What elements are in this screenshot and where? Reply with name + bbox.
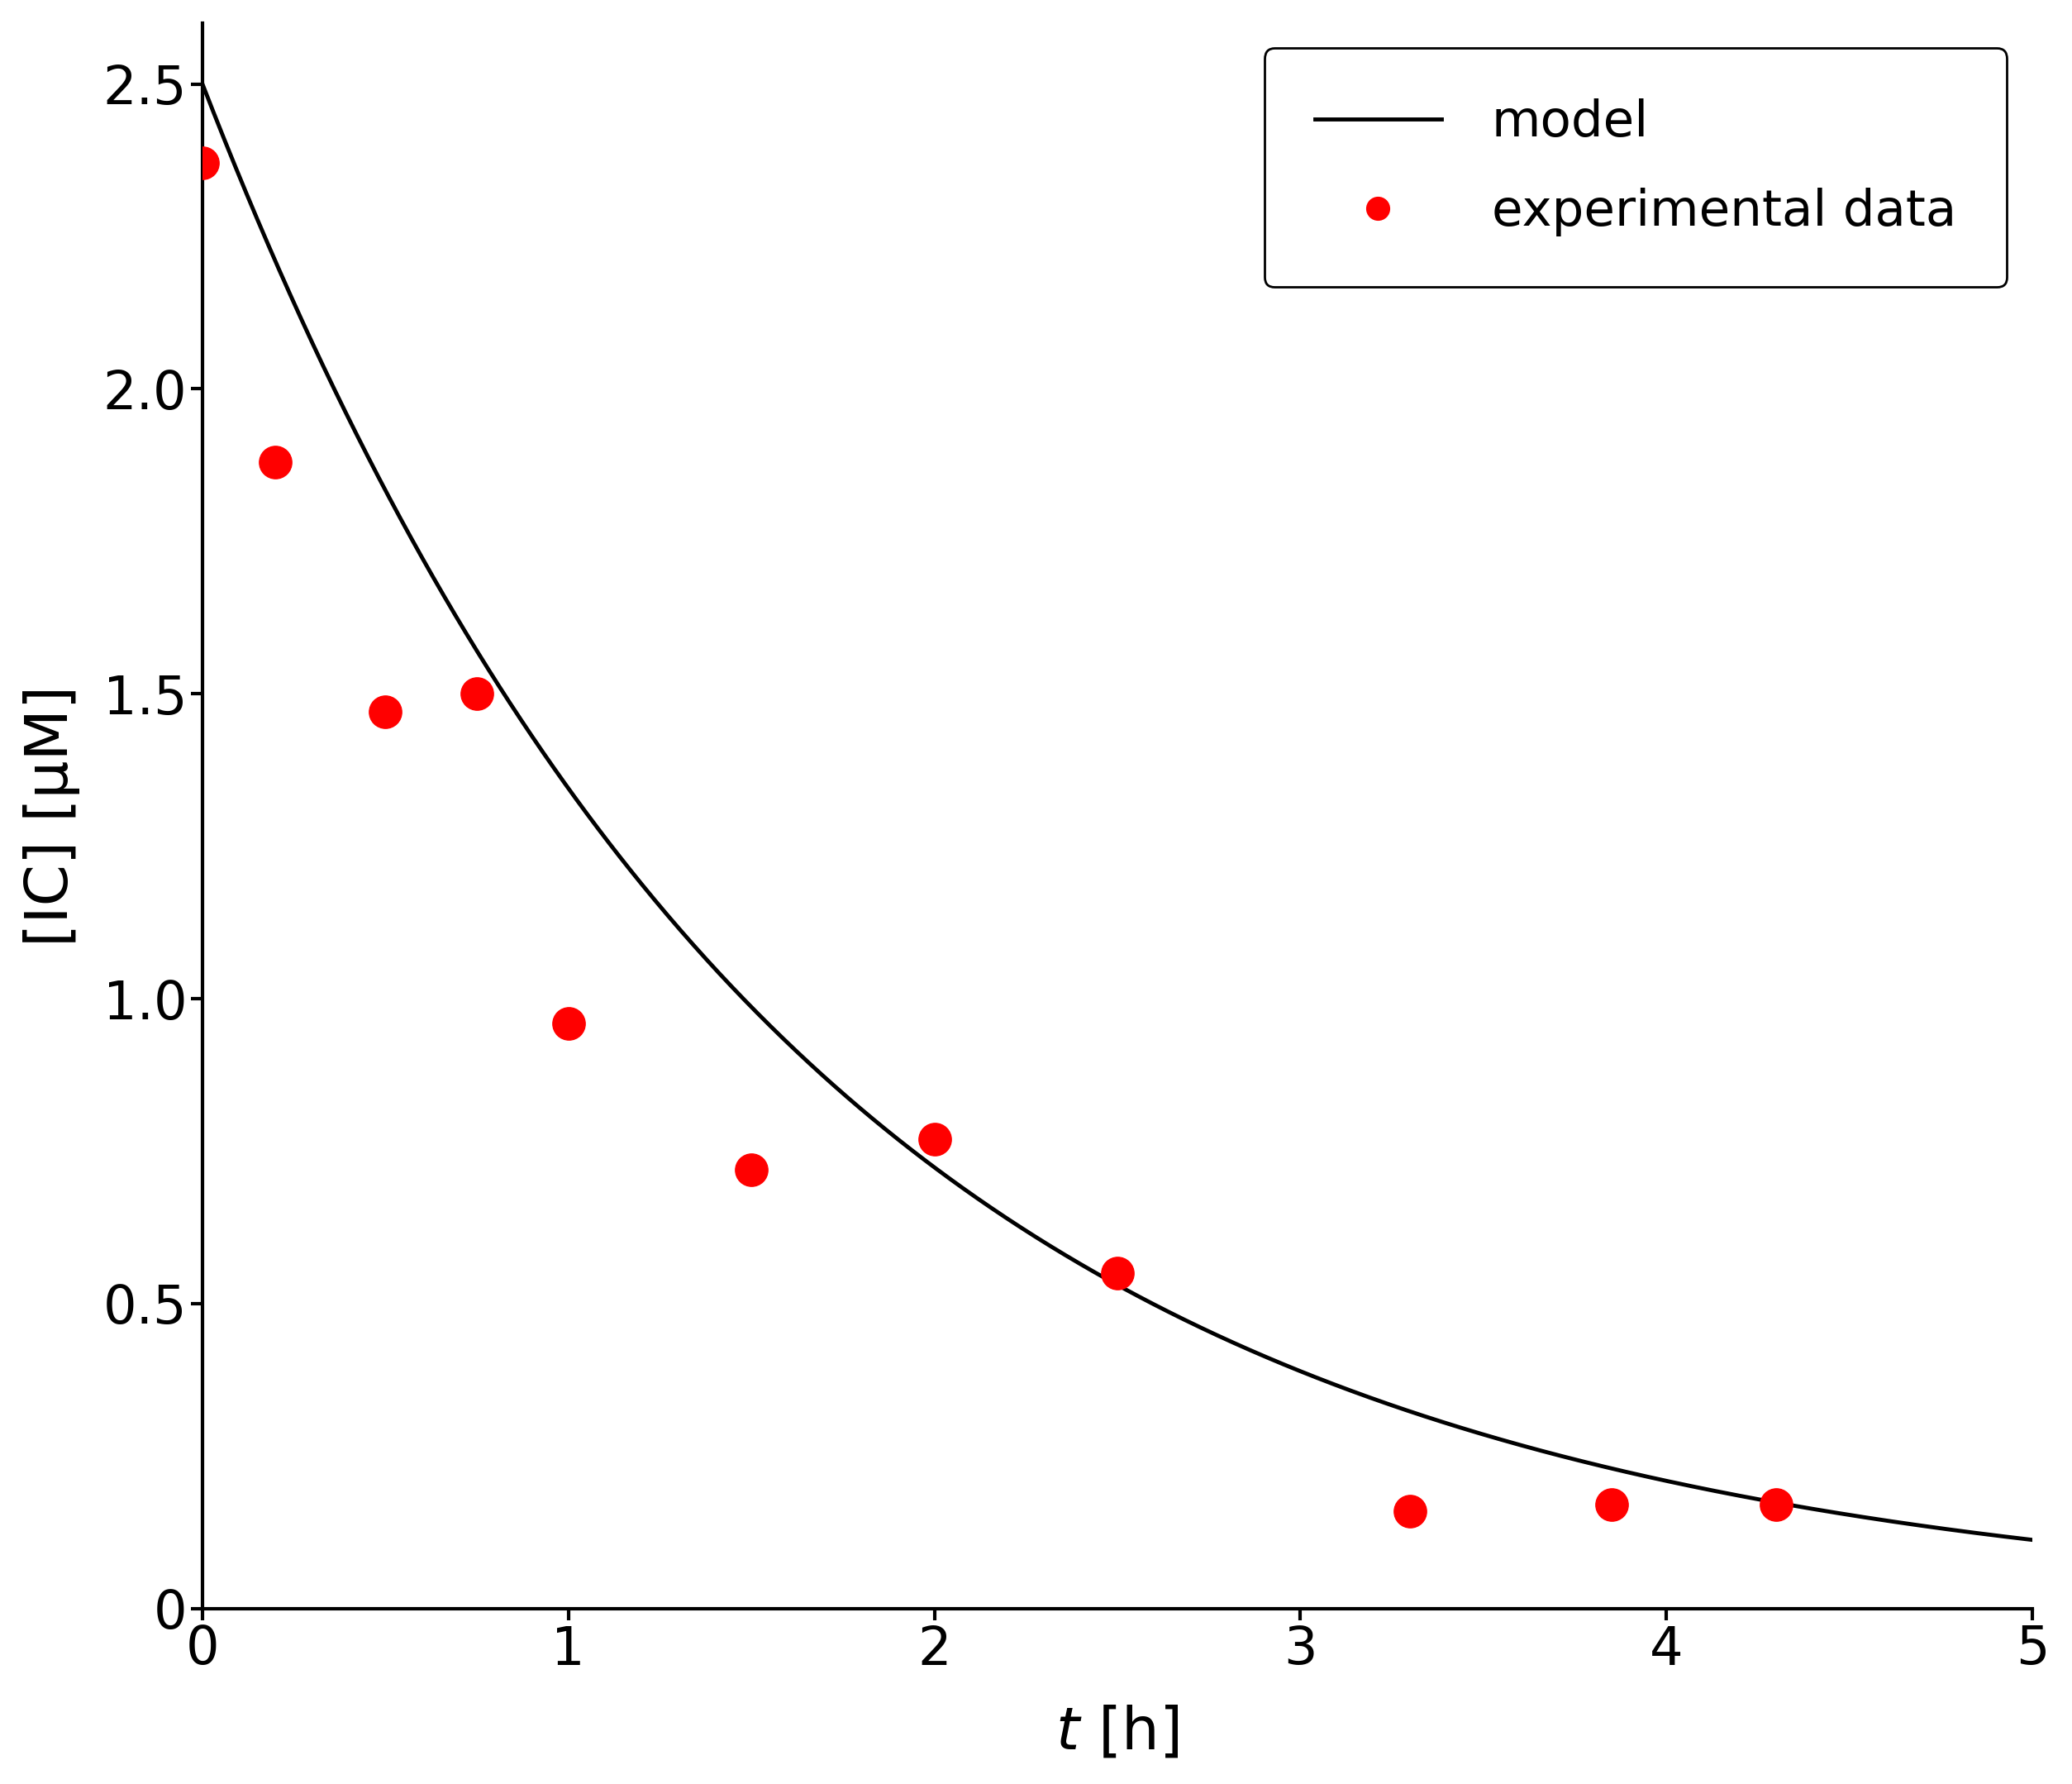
experimental data (369, 698, 402, 726)
experimental data (1100, 1260, 1133, 1288)
model (997, 1208, 1021, 1229)
Y-axis label: [IC] [μM]: [IC] [μM] (23, 685, 81, 947)
experimental data (460, 680, 493, 708)
model (2020, 1529, 2045, 1550)
model (1446, 1416, 1471, 1438)
experimental data (1595, 1491, 1629, 1520)
model (1616, 1461, 1641, 1483)
experimental data (259, 448, 292, 476)
experimental data (1759, 1491, 1792, 1520)
Legend: model, experimental data: model, experimental data (1264, 48, 2008, 287)
model (377, 487, 402, 508)
experimental data (551, 1008, 584, 1037)
model (930, 1163, 955, 1185)
experimental data (918, 1124, 951, 1152)
model (1649, 1470, 1674, 1491)
model (191, 73, 215, 95)
Line: model: model (203, 84, 2033, 1540)
experimental data (1394, 1497, 1428, 1525)
experimental data (186, 148, 220, 177)
X-axis label: $\mathit{t}$ [h]: $\mathit{t}$ [h] (1055, 1704, 1179, 1761)
experimental data (736, 1156, 769, 1185)
